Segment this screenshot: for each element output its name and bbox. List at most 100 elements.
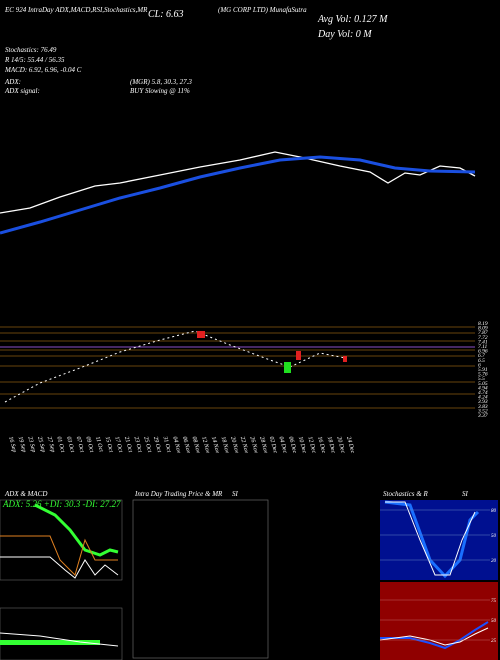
date-label: 20 Nov: [229, 436, 239, 454]
candle: [296, 351, 301, 360]
signal: BUY Slowing @ 11%: [130, 87, 190, 95]
di-line: [0, 535, 118, 576]
adx-line: [34, 503, 119, 557]
adx-panel: [0, 499, 123, 581]
price-label: 4.94: [478, 384, 488, 391]
date-label: 06 Dec: [287, 436, 297, 454]
rsi-signal: [379, 627, 489, 646]
price-label: 5.5: [478, 376, 485, 382]
macd-panel: [0, 607, 123, 660]
date-label: 17 Oct: [113, 436, 123, 453]
price-label: 5.91: [478, 367, 488, 373]
date-label: 22 Nov: [239, 436, 249, 454]
title: EC 924 IntraDay ADX,MACD,RSI,Stochastics…: [4, 6, 148, 14]
price-levels: [0, 326, 475, 409]
price-label: 4.74: [478, 389, 488, 396]
date-label: 25 Oct: [142, 436, 152, 453]
stoch-title: Stochastics & R: [383, 490, 428, 498]
day-vol: Day Vol: 0 M: [317, 29, 372, 40]
rsi-panel: [380, 582, 498, 660]
date-label: 16 Sep: [7, 436, 17, 453]
date-label: 09 Oct: [84, 436, 94, 453]
date-label: 14 Nov: [210, 436, 221, 455]
level-label: 80: [491, 509, 497, 514]
date-label: 19 Sep: [17, 436, 27, 453]
date-label: 20 Dec: [335, 436, 345, 454]
price-label: 7.41: [478, 338, 488, 345]
date-label: 25 Sep: [36, 436, 46, 453]
date-label: 12 Dec: [306, 436, 316, 454]
date-label: 28 Nov: [258, 436, 268, 454]
intraday-title: Intra Day Trading Price & MR: [134, 490, 223, 498]
date-label: 16 Dec: [316, 436, 326, 454]
stoch-line: [384, 500, 480, 579]
date-label: 02 Dec: [268, 436, 278, 454]
adx: ADX:: [4, 78, 21, 86]
company: (MG CORP LTD) MunafaSutra: [218, 6, 307, 14]
stoch-signal: [385, 501, 476, 576]
date-label: 12 Nov: [200, 436, 210, 454]
average-line: [0, 155, 476, 235]
di-line-2: [0, 556, 119, 579]
level-label: 20: [491, 559, 497, 564]
stoch-si: SI: [462, 490, 469, 498]
level-label: 50: [491, 619, 497, 624]
date-label: 07 Oct: [75, 436, 85, 453]
macd-line: [0, 632, 119, 647]
candle: [284, 362, 291, 373]
intraday-si: SI: [232, 490, 239, 498]
adx-values: (MGR) 5.8, 30.3, 27.3: [130, 78, 192, 86]
date-label: 23 Sep: [26, 436, 36, 453]
price-label: 5.05: [478, 381, 488, 387]
intraday-panel: [132, 499, 269, 659]
price-label: 7.72: [478, 335, 488, 341]
price-label: 3.37: [477, 413, 488, 419]
date-label: 24 Dec: [345, 436, 356, 455]
price-label: 6: [478, 362, 481, 368]
adx-readout: ADX: 5.26 +DI: 30.3 -DI: 27.27: [2, 499, 121, 509]
stochastics: Stochastics: 76.49: [5, 46, 57, 54]
date-label: 04 Nov: [171, 436, 182, 455]
intraday-trail: [4, 330, 346, 403]
avg-vol: Avg Vol: 0.127 M: [317, 14, 388, 25]
level-label: 50: [491, 534, 497, 539]
date-label: 31 Oct: [161, 435, 171, 453]
date-label: 06 Nov: [181, 436, 191, 454]
price-label: 8.09: [478, 326, 488, 332]
macd-histogram: [0, 640, 100, 645]
date-label: 18 Nov: [220, 436, 230, 454]
candle: [343, 356, 347, 362]
price-label: 6.96: [478, 349, 488, 355]
price-label: 6.5: [478, 358, 485, 364]
close: CL: 6.63: [148, 9, 184, 20]
date-label: 03 Oct: [65, 436, 75, 453]
adx-signal: ADX signal:: [4, 87, 40, 95]
price-label: 7.87: [478, 330, 488, 336]
price-label: 4.24: [478, 394, 488, 401]
macd: MACD: 6.92, 6.96, -0.04 C: [4, 66, 82, 74]
price-label: 5.76: [478, 372, 488, 378]
date-label: 01 Oct: [55, 436, 65, 453]
date-label: 21 Oct: [123, 436, 133, 453]
date-label: 18 Dec: [326, 436, 336, 454]
adx-title: ADX & MACD: [4, 490, 47, 498]
price-label: 7.11: [478, 344, 487, 350]
r: R 14/5: 55.44 / 56.35: [4, 56, 65, 64]
price-label: 3.83: [477, 404, 488, 410]
price-label: 3.93: [477, 399, 488, 405]
date-label: 11 Oct: [94, 436, 104, 453]
price-label: 8.19: [478, 321, 488, 327]
date-label: 26 Nov: [248, 436, 258, 454]
candle: [197, 331, 205, 338]
date-label: 04 Dec: [277, 436, 288, 455]
price-label: 6.7: [478, 353, 485, 359]
date-label: 10 Dec: [297, 436, 307, 454]
level-label: 75: [491, 599, 497, 604]
date-label: 27 Sep: [46, 436, 56, 453]
date-label: 29 Oct: [152, 436, 162, 453]
date-label: 15 Oct: [104, 436, 114, 453]
price-label: 3.52: [477, 408, 488, 414]
date-label: 23 Oct: [133, 436, 143, 453]
price-line: [0, 151, 476, 214]
